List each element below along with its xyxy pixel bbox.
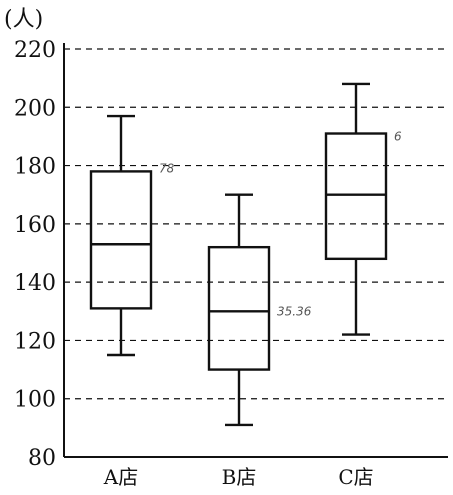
y-tick-label: 200 bbox=[14, 96, 56, 121]
box-1 bbox=[89, 114, 153, 357]
y-tick-label: 160 bbox=[14, 213, 56, 238]
y-tick-label: 100 bbox=[14, 388, 56, 413]
category-labels: A店 B店 C店 bbox=[103, 465, 374, 489]
grid-lines bbox=[64, 48, 448, 400]
box-2 bbox=[207, 193, 271, 427]
y-tick-label: 80 bbox=[28, 446, 56, 471]
box-3 bbox=[324, 82, 388, 336]
category-label: A店 bbox=[103, 465, 138, 489]
y-tick-label: 140 bbox=[14, 271, 56, 296]
y-unit-label: (人) bbox=[4, 7, 43, 32]
boxes bbox=[89, 82, 388, 427]
iqr-box bbox=[207, 245, 271, 371]
y-tick-labels: 80 100 120 140 160 180 200 220 bbox=[14, 38, 56, 471]
category-label: B店 bbox=[222, 465, 257, 489]
handwritten-notes: 78 35.36 6 bbox=[159, 129, 402, 318]
y-tick-label: 220 bbox=[14, 38, 56, 63]
handwritten-note: 6 bbox=[394, 129, 402, 143]
y-tick-label: 120 bbox=[14, 329, 56, 354]
y-tick-label: 180 bbox=[14, 155, 56, 180]
handwritten-note: 35.36 bbox=[277, 304, 312, 318]
iqr-box bbox=[89, 170, 153, 310]
handwritten-note: 78 bbox=[159, 161, 175, 175]
category-label: C店 bbox=[338, 465, 373, 489]
iqr-box bbox=[324, 132, 388, 261]
